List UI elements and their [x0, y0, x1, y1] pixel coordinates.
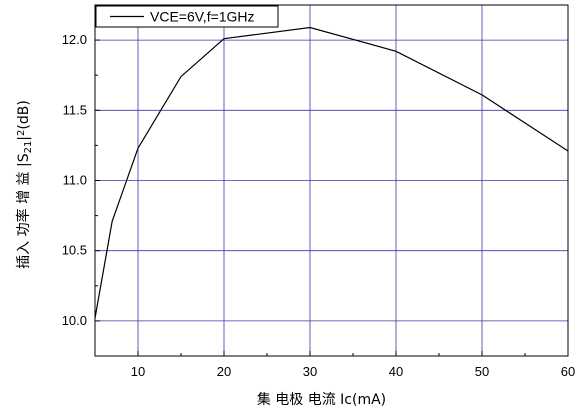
- x-tick-label: 30: [303, 364, 317, 379]
- y-axis-title-bar: |: [16, 136, 32, 141]
- y-axis-title-prefix: 插入 功率 增 益 |S: [15, 153, 32, 269]
- y-axis-title: 插入 功率 增 益 |S21|2(dB): [15, 100, 34, 269]
- legend-box: [95, 5, 279, 28]
- legend-label: VCE=6V,f=1GHz: [150, 9, 255, 25]
- y-tick-label: 11.0: [63, 173, 87, 188]
- x-tick-label: 50: [475, 364, 489, 379]
- y-tick-label: 10.0: [62, 313, 87, 328]
- x-axis-title: 集 电极 电流 Ic(mA): [257, 391, 386, 408]
- series-line: [94, 26, 569, 319]
- y-tick-label: 11.5: [63, 102, 87, 117]
- x-tick-label: 60: [561, 364, 575, 379]
- grid: [95, 5, 569, 356]
- y-axis-title-subscript: 21: [23, 141, 34, 154]
- y-axis-title-superscript: 2: [16, 130, 27, 136]
- y-axis-title-unit: (dB): [16, 100, 32, 129]
- y-tick-label: 12.0: [62, 32, 87, 47]
- x-tick-label: 10: [131, 364, 145, 379]
- axis-ticks: 10 20 30 40 50 60 10.0 10.5 11.0 11.5 12.0: [62, 4, 575, 379]
- x-tick-label: 20: [217, 364, 231, 379]
- x-tick-label: 40: [389, 364, 403, 379]
- legend: VCE=6V,f=1GHz: [95, 5, 279, 28]
- y-tick-label: 10.5: [62, 243, 87, 258]
- series-layer: [94, 26, 569, 319]
